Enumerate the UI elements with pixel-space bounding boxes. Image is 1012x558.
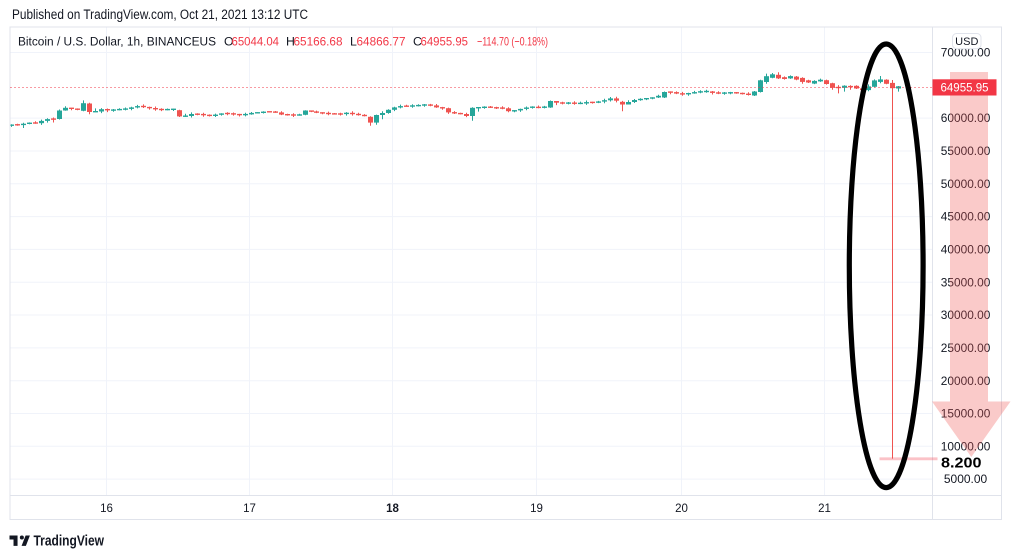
svg-text:60000.00: 60000.00 (941, 113, 991, 125)
svg-text:65166.68: 65166.68 (294, 34, 343, 48)
svg-text:50000.00: 50000.00 (941, 179, 991, 191)
svg-text:O: O (224, 34, 234, 48)
svg-text:20: 20 (675, 503, 688, 515)
svg-text:64955.95: 64955.95 (421, 34, 469, 48)
svg-text:40000.00: 40000.00 (941, 245, 991, 257)
svg-text:5000.00: 5000.00 (944, 474, 987, 486)
svg-text:TradingView: TradingView (34, 534, 105, 550)
svg-text:16: 16 (100, 503, 113, 515)
svg-text:25000.00: 25000.00 (941, 343, 991, 355)
svg-text:65044.04: 65044.04 (232, 34, 280, 48)
svg-text:L: L (350, 34, 357, 48)
svg-text:18: 18 (386, 503, 399, 515)
svg-text:8.200: 8.200 (941, 455, 982, 472)
svg-text:45000.00: 45000.00 (941, 212, 991, 224)
svg-text:70000.00: 70000.00 (941, 48, 991, 60)
svg-text:64866.77: 64866.77 (357, 34, 406, 48)
svg-text:15000.00: 15000.00 (941, 409, 991, 421)
svg-text:17: 17 (243, 503, 256, 515)
svg-text:Published on TradingView.com,: Published on TradingView.com, Oct 21, 20… (12, 7, 308, 22)
svg-text:21: 21 (818, 503, 831, 515)
svg-text:Bitcoin / U.S. Dollar, 1h, BIN: Bitcoin / U.S. Dollar, 1h, BINANCEUS (18, 34, 216, 48)
svg-text:USD: USD (955, 36, 978, 48)
svg-text:−114.70 (−0.18%): −114.70 (−0.18%) (477, 34, 548, 48)
svg-text:64955.95: 64955.95 (941, 83, 989, 95)
svg-text:30000.00: 30000.00 (941, 310, 991, 322)
svg-text:19: 19 (530, 503, 543, 515)
svg-text:H: H (286, 34, 295, 48)
svg-text:35000.00: 35000.00 (941, 277, 991, 289)
svg-text:20000.00: 20000.00 (941, 376, 991, 388)
svg-text:10000.00: 10000.00 (941, 441, 991, 453)
svg-text:C: C (413, 34, 422, 48)
svg-text:55000.00: 55000.00 (941, 146, 991, 158)
